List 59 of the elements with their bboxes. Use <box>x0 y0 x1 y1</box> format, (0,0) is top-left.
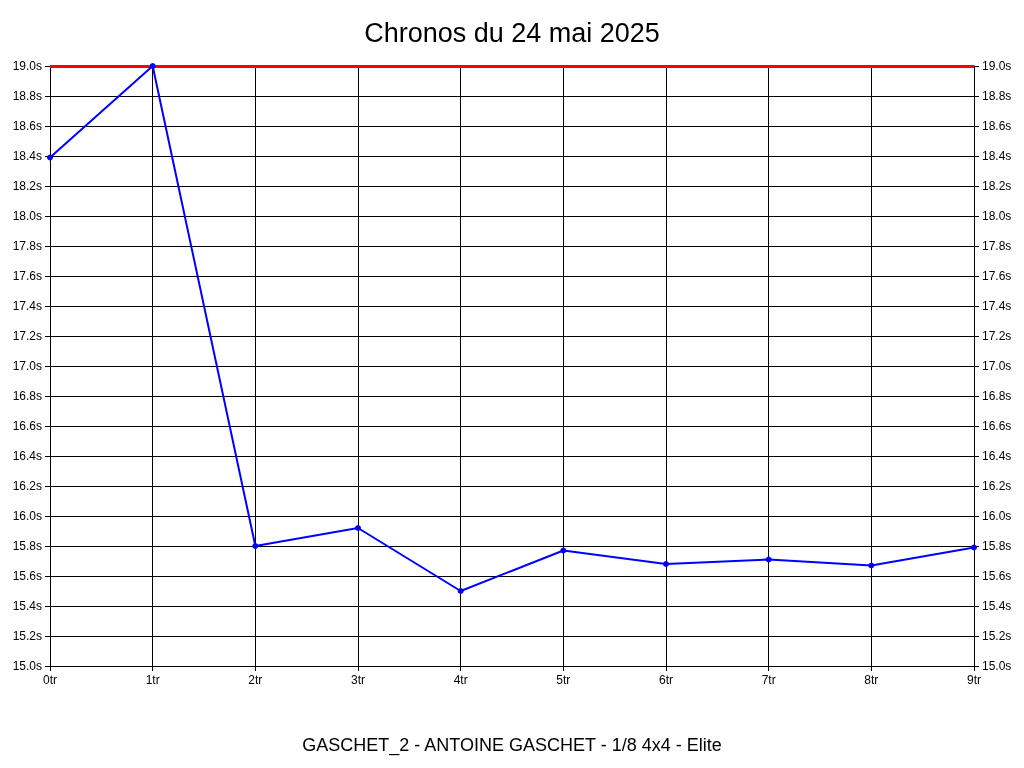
y-tick-label: 18.2s <box>12 179 42 193</box>
y2-tick-label: 18.0s <box>982 209 1012 223</box>
y-tick-label: 17.6s <box>12 269 42 283</box>
y2-tick-label: 15.6s <box>982 569 1012 583</box>
x-tick-label: 7tr <box>761 673 776 687</box>
x-tick-label: 4tr <box>453 673 468 687</box>
x-tick-label: 9tr <box>966 673 982 687</box>
y-tick-label: 17.2s <box>12 329 42 343</box>
y2-tick-label: 15.0s <box>982 659 1012 673</box>
x-tick-label: 6tr <box>658 673 674 687</box>
chart-title: Chronos du 24 mai 2025 <box>364 17 660 48</box>
y-tick-label: 15.0s <box>12 659 42 673</box>
x-tick-label: 5tr <box>556 673 571 687</box>
y2-tick-label: 16.0s <box>982 509 1012 523</box>
y-tick-label: 18.6s <box>12 119 42 133</box>
y2-tick-label: 18.4s <box>982 149 1012 163</box>
point <box>252 543 259 549</box>
y-tick-label: 17.0s <box>12 359 42 373</box>
x-tick-label: 2tr <box>248 673 263 687</box>
y-tick-label: 15.8s <box>12 539 42 553</box>
y2-tick-label: 15.8s <box>982 539 1012 553</box>
y2-tick-label: 16.6s <box>982 419 1012 433</box>
point <box>149 63 156 69</box>
y-tick-label: 15.6s <box>12 569 42 583</box>
y2-tick-label: 19.0s <box>982 59 1012 73</box>
x-tick-label: 1tr <box>145 673 160 687</box>
y-tick-label: 16.2s <box>12 479 42 493</box>
y2-tick-label: 17.8s <box>982 239 1012 253</box>
y2-tick-label: 17.4s <box>982 299 1012 313</box>
point <box>355 525 361 531</box>
y-tick-label: 16.4s <box>12 449 42 463</box>
y-tick-label: 18.4s <box>12 149 42 163</box>
x-tick-label: 3tr <box>350 673 366 687</box>
y-tick-label: 18.8s <box>12 89 42 103</box>
y-tick-label: 15.4s <box>12 599 42 613</box>
y-tick-label: 16.6s <box>12 419 42 433</box>
y2-tick-label: 15.2s <box>982 629 1012 643</box>
y2-tick-label: 18.2s <box>982 179 1012 193</box>
point <box>457 588 464 594</box>
y-tick-label: 19.0s <box>12 59 42 73</box>
y2-tick-label: 17.2s <box>982 329 1012 343</box>
y2-tick-label: 18.8s <box>982 89 1012 103</box>
y-tick-label: 15.2s <box>12 629 42 643</box>
y2-tick-label: 16.4s <box>982 449 1012 463</box>
y-tick-label: 17.8s <box>12 239 42 253</box>
y2-tick-label: 17.0s <box>982 359 1012 373</box>
y-tick-label: 18.0s <box>12 209 42 223</box>
y2-tick-label: 18.6s <box>982 119 1012 133</box>
y2-tick-label: 15.4s <box>982 599 1012 613</box>
y2-tick-label: 16.8s <box>982 389 1012 403</box>
x-tick-label: 8tr <box>864 673 879 687</box>
y-tick-label: 16.0s <box>12 509 42 523</box>
y2-tick-label: 17.6s <box>982 269 1012 283</box>
x-axis-title: GASCHET_2 - ANTOINE GASCHET - 1/8 4x4 - Elite <box>302 735 722 756</box>
y-tick-label: 16.8s <box>12 389 42 403</box>
x-tick-label: 0tr <box>42 673 58 687</box>
y2-tick-label: 16.2s <box>982 479 1012 493</box>
point <box>663 561 669 567</box>
y-tick-label: 17.4s <box>12 299 42 313</box>
